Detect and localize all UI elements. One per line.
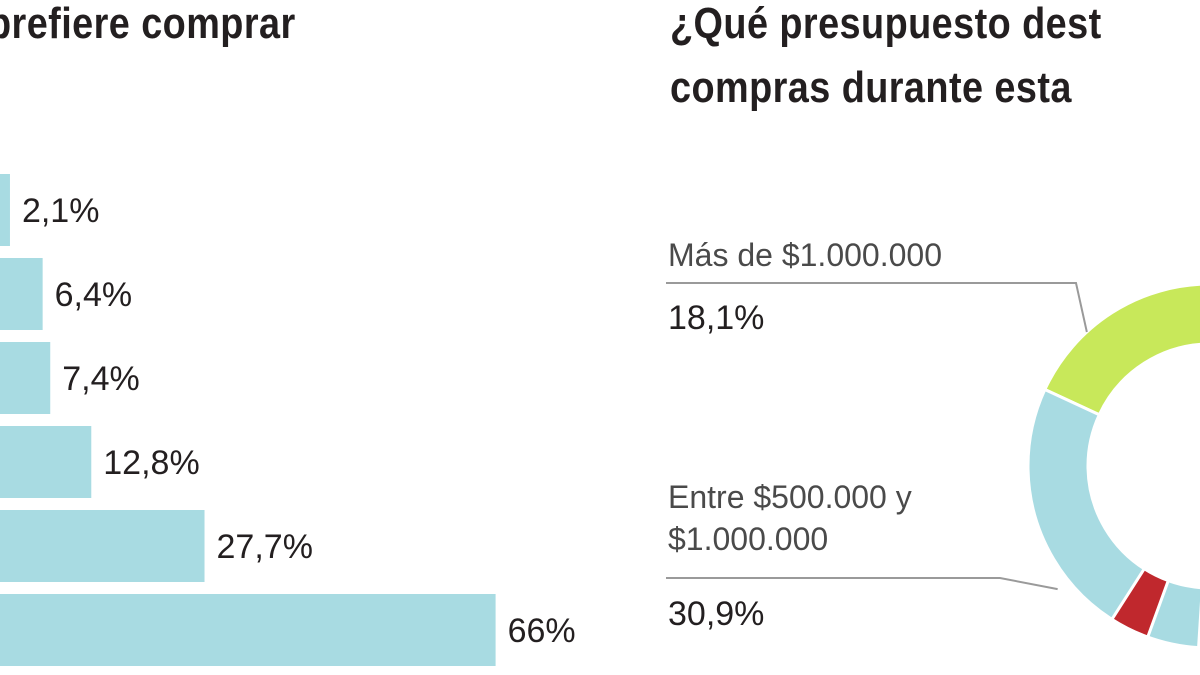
leader-line-0 xyxy=(666,282,1088,333)
right-chart-title: ¿Qué presupuesto dest compras durante es… xyxy=(670,0,1102,120)
bar-value-label-0: 2,1% xyxy=(22,192,100,230)
leader-line-1 xyxy=(666,577,1058,591)
bar-value-label-4: 27,7% xyxy=(217,528,313,566)
bar-5 xyxy=(0,594,496,666)
bar-chart: 2,1% 6,4% 7,4% 12,8% 27,7% 66% xyxy=(0,174,576,666)
bar-value-label-2: 7,4% xyxy=(62,360,140,398)
bar-value-label-5: 66% xyxy=(508,612,576,650)
bar-value-label-3: 12,8% xyxy=(103,444,199,482)
donut-slice-1 xyxy=(1026,387,1200,650)
left-chart-title: prefiere comprar xyxy=(0,0,296,48)
bar-3 xyxy=(0,426,92,498)
slice-label-entre-500000-y-1000000: Entre $500.000 y $1.000.000 xyxy=(668,479,912,557)
slice-value-entre-500000-y-1000000: 30,9% xyxy=(668,595,765,633)
slice-label-mas-de-1000000: Más de $1.000.000 xyxy=(668,237,942,273)
slice-value-mas-de-1000000: 18,1% xyxy=(668,299,765,337)
donut-slice-2 xyxy=(1109,566,1171,639)
bar-value-label-1: 6,4% xyxy=(55,276,133,314)
right-chart-title-line2: compras durante esta xyxy=(670,63,1072,112)
bar-1 xyxy=(0,258,43,330)
bar-0 xyxy=(0,174,10,246)
bar-2 xyxy=(0,342,51,414)
right-chart-title-line1: ¿Qué presupuesto dest xyxy=(670,0,1102,48)
donut-slice-0 xyxy=(1042,282,1200,417)
bar-4 xyxy=(0,510,205,582)
